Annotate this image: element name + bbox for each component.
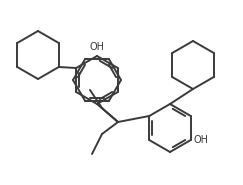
Text: OH: OH: [89, 42, 104, 52]
Text: OH: OH: [194, 135, 209, 145]
